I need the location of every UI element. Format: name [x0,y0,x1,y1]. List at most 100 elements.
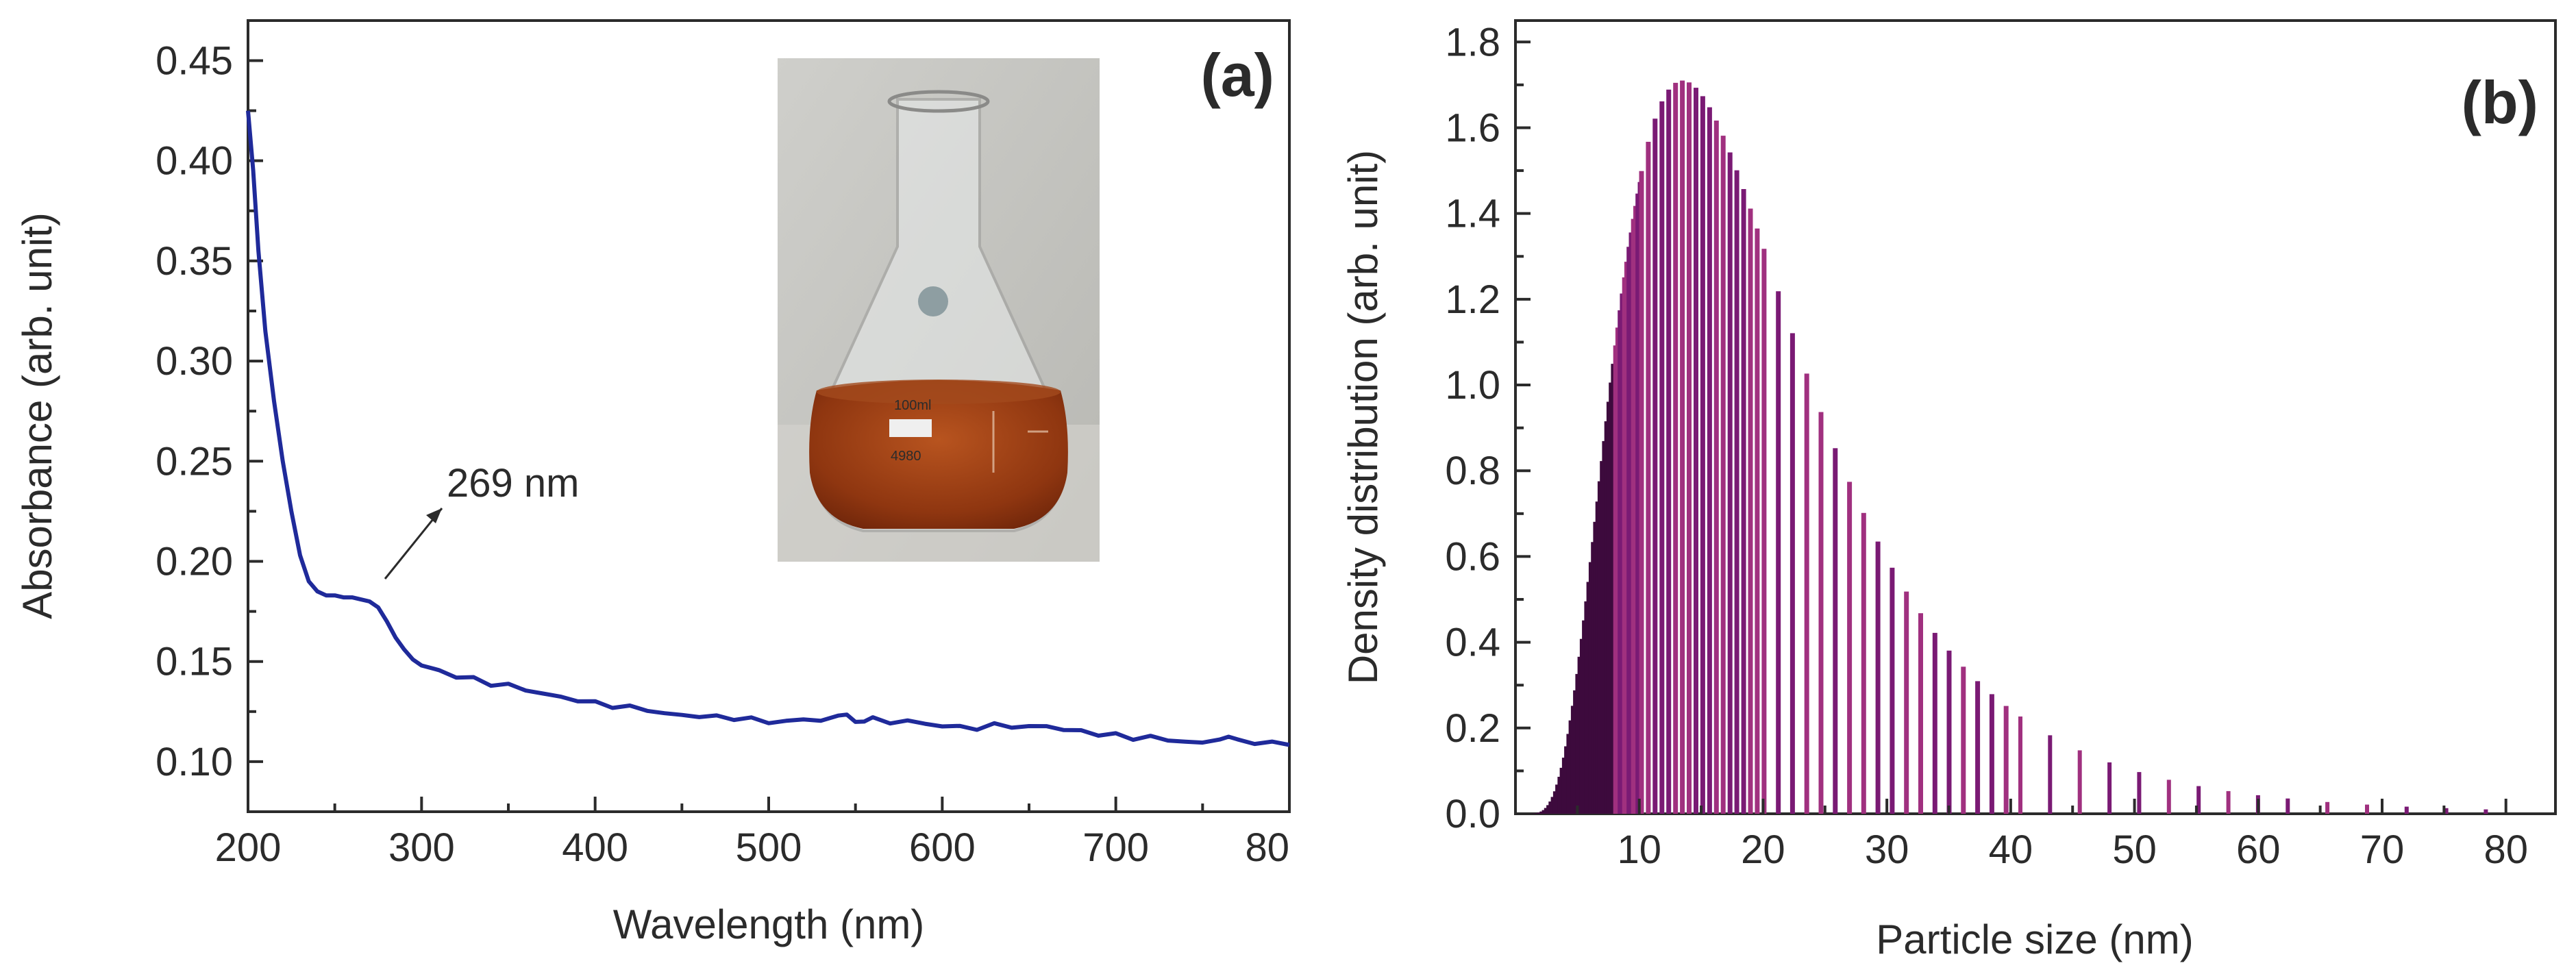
panel-b-label: (b) [2462,68,2538,136]
size-distribution-bar [1861,512,1866,814]
size-distribution-bar [1593,521,1596,814]
b-x-tick-label: 60 [2236,827,2281,872]
size-distribution-bar [1559,767,1563,814]
b-x-tick-label: 10 [1617,827,1661,872]
size-distribution-bar [1566,734,1570,814]
b-y-tick-label: 0.0 [1445,792,1500,836]
panel-b-x-ticks: 10 20 30 40 50 60 70 80 [1576,799,2528,872]
size-distribution-bar [2107,762,2112,814]
size-distribution-bar [1597,481,1601,814]
size-distribution-bar [1761,249,1767,814]
a-y-tick-label: 0.45 [156,38,233,83]
size-distribution-bar [1727,152,1733,814]
size-distribution-bar [1659,101,1665,814]
size-distribution-bar [1544,808,1548,814]
panel-b-bars [1528,80,2488,814]
size-distribution-bar [1635,193,1639,814]
size-distribution-bar [1652,119,1658,814]
annotation-269nm: 269 nm [447,461,579,506]
size-distribution-bar [1989,694,1994,814]
a-y-tick-label: 0.15 [156,640,233,684]
size-distribution-bar [1609,382,1612,814]
size-distribution-bar [2166,780,2171,814]
size-distribution-bar [1694,88,1698,814]
size-distribution-bar [1639,171,1644,814]
size-distribution-bar [1624,262,1628,814]
b-y-tick-label: 1.4 [1445,192,1500,236]
absorbance-series-line [246,110,1290,747]
b-y-tick-label: 0.2 [1445,706,1500,751]
size-distribution-bar [1755,228,1760,814]
size-distribution-bar [1631,219,1635,814]
size-distribution-bar [2137,772,2142,814]
size-distribution-bar [1789,333,1795,814]
size-distribution-bar [1537,812,1541,814]
size-distribution-bar [1680,80,1685,814]
size-distribution-bar [1818,412,1824,814]
a-y-tick-label: 0.30 [156,339,233,384]
size-distribution-bar [1546,805,1550,814]
a-x-tick-label: 200 [215,825,282,870]
a-x-tick-label: 600 [909,825,976,870]
size-distribution-bar [2444,808,2449,814]
size-distribution-bar [1600,461,1603,814]
size-distribution-bar [1720,136,1726,814]
size-distribution-bar [1833,448,1838,814]
panel-a-x-ticks: 200 300 400 500 600 700 80 [215,797,1291,870]
size-distribution-bar [1557,777,1561,814]
size-distribution-bar [1552,791,1557,814]
b-y-tick-label: 1.2 [1445,277,1500,322]
size-distribution-bar [1535,813,1539,814]
size-distribution-bar [1579,638,1583,814]
size-distribution-bar [1687,82,1692,814]
size-distribution-bar [1615,327,1619,814]
size-distribution-bar [1622,277,1626,814]
size-distribution-bar [1946,650,1952,814]
size-distribution-bar [1548,801,1552,814]
size-distribution-bar [2404,806,2409,814]
size-distribution-bar [1550,797,1555,814]
size-distribution-bar [1604,421,1608,814]
size-distribution-bar [1573,690,1576,814]
size-distribution-bar [1904,591,1909,814]
panel-b-x-axis-title: Particle size (nm) [1876,917,2193,962]
b-x-tick-label: 20 [1741,827,1785,872]
size-distribution-bar [1588,562,1592,814]
size-distribution-bar [1602,440,1605,814]
a-x-tick-label: 500 [736,825,802,870]
size-distribution-bar [1613,345,1617,814]
b-y-tick-label: 0.8 [1445,449,1500,493]
b-y-tick-label: 1.6 [1445,105,1500,150]
a-y-tick-label: 0.35 [156,239,233,284]
a-y-tick-label: 0.20 [156,539,233,584]
b-y-tick-label: 1.0 [1445,363,1500,408]
panel-a-x-axis-title: Wavelength (nm) [613,901,925,947]
size-distribution-bar [1620,293,1623,814]
svg-text:4980: 4980 [891,449,921,464]
svg-text:100ml: 100ml [894,398,931,413]
b-x-tick-label: 80 [2484,827,2528,872]
panel-b-size-distribution-chart: 10 20 30 40 50 60 70 80 0.0 0.2 0.4 0.6 0.8 1.0 1.2 1.… [1340,19,2557,962]
panel-a-absorbance-chart: 200 300 400 500 600 700 80 0.10 0.15 0.20 0.25 0.3… [14,19,1291,947]
size-distribution-bar [1734,170,1739,814]
panel-a-y-axis-title: Absorbance (arb. unit) [14,212,60,619]
b-x-tick-label: 40 [1989,827,2033,872]
size-distribution-bar [1975,681,1981,814]
size-distribution-bar [1804,373,1809,814]
panel-a-y-ticks: 0.10 0.15 0.20 0.25 0.30 0.35 0.40 0.45 [156,38,263,784]
size-distribution-bar [1595,501,1599,814]
size-distribution-bar [1577,656,1581,814]
a-x-tick-label: 400 [562,825,628,870]
panel-a-plot-area [246,110,1290,747]
size-distribution-bar [1633,205,1637,814]
a-x-tick-label: 80 [1245,825,1289,870]
a-y-tick-label: 0.10 [156,740,233,784]
flask-photo-icon: 100ml 4980 [778,58,1100,562]
b-x-tick-label: 70 [2360,827,2405,872]
size-distribution-bar [1586,582,1590,814]
size-distribution-bar [1606,401,1610,814]
panel-a-frame [247,19,1291,813]
size-distribution-bar [1875,541,1881,814]
size-distribution-bar [1847,482,1853,814]
